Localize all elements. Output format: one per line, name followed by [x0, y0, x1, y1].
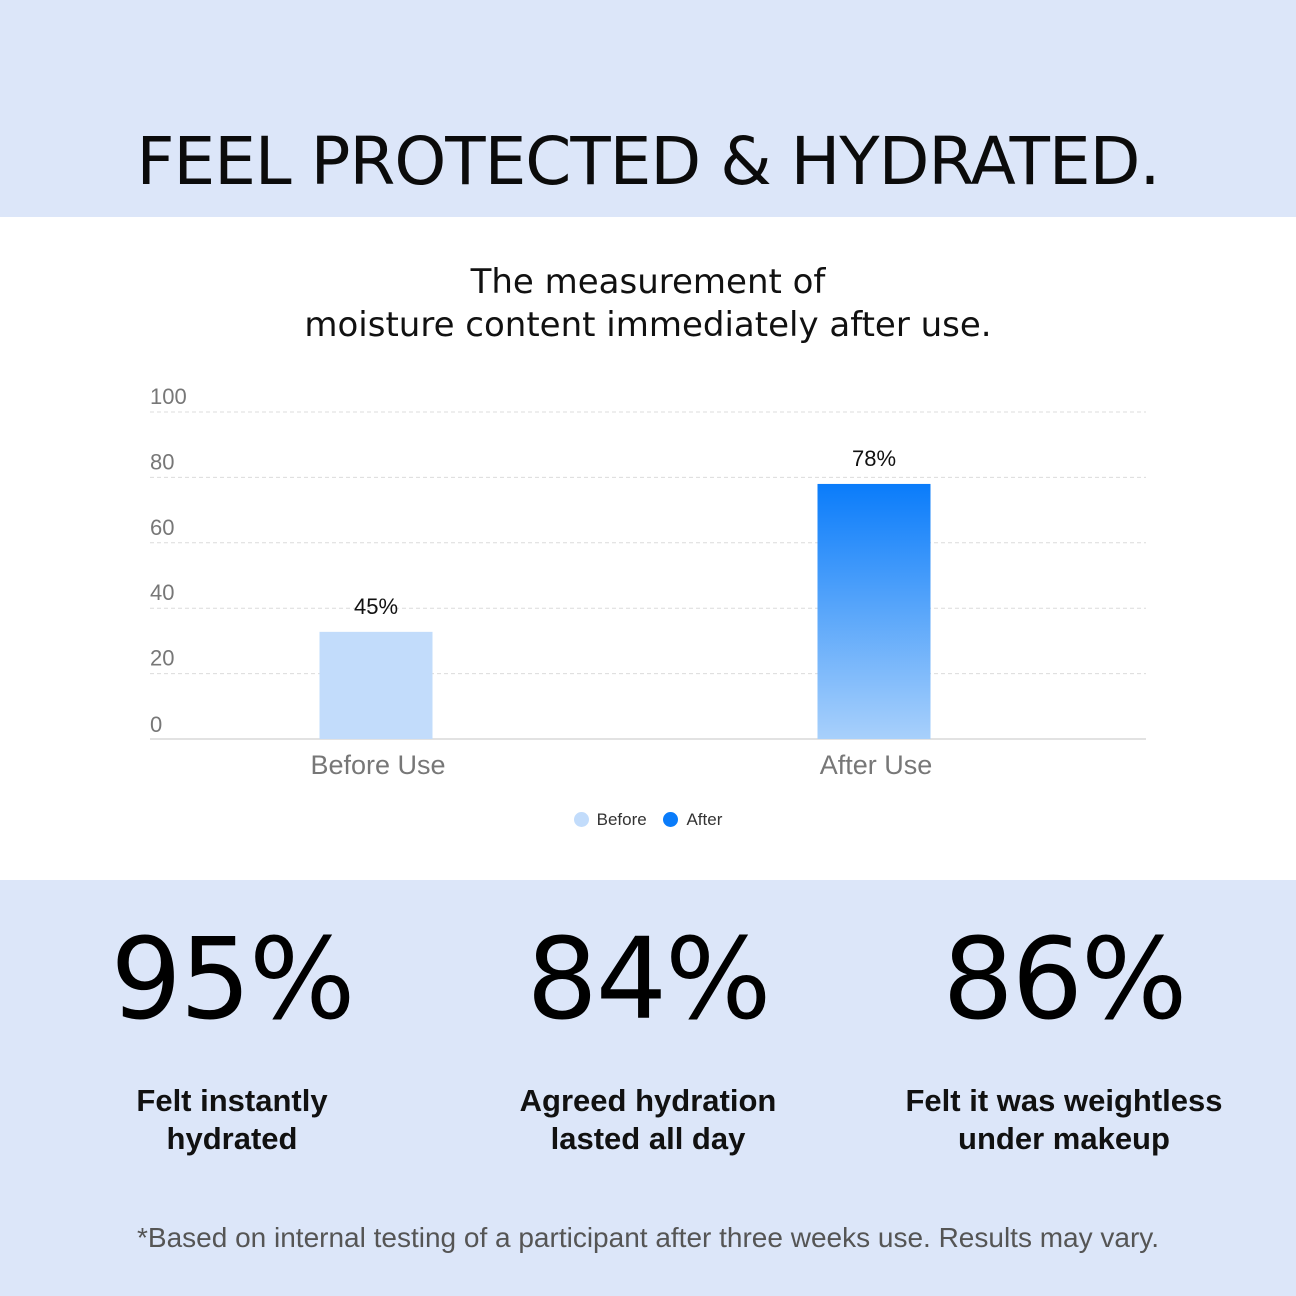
chart-title: The measurement of moisture content imme… — [0, 261, 1296, 347]
y-axis-ticks: 0 20 40 60 80 100 — [150, 384, 187, 737]
stat-label-line-1: Agreed hydration — [519, 1083, 777, 1118]
legend-label-before: Before — [596, 809, 647, 829]
legend-dot-after — [663, 811, 679, 827]
x-tick-label: After Use — [820, 750, 933, 780]
stat-label-line-2: lasted all day — [550, 1121, 746, 1156]
stats-band: 95% Felt instantly hydrated 84% Agreed h… — [0, 880, 1296, 1296]
stat-label: Agreed hydration lasted all day — [438, 1082, 858, 1158]
legend-item-after: After — [663, 810, 722, 830]
legend-label-after: After — [686, 809, 723, 829]
stat-label-line-1: Felt instantly — [136, 1083, 328, 1118]
y-tick-label: 0 — [150, 712, 162, 737]
stat-weightless: 86% Felt it was weightless under makeup — [854, 910, 1274, 1158]
value-label: 45% — [354, 594, 398, 619]
y-tick-label: 100 — [150, 384, 187, 409]
y-tick-label: 60 — [150, 515, 174, 540]
stat-instantly-hydrated: 95% Felt instantly hydrated — [22, 910, 442, 1158]
stat-value: 86% — [942, 915, 1188, 1045]
chart-legend: Before After — [0, 809, 1296, 830]
y-tick-label: 80 — [150, 449, 174, 474]
headline: FEEL PROTECTED & HYDRATED. — [136, 123, 1161, 200]
stat-label-line-1: Felt it was weightless — [905, 1083, 1223, 1118]
stat-label: Felt it was weightless under makeup — [854, 1082, 1274, 1158]
stat-label-line-2: hydrated — [166, 1121, 298, 1156]
stat-value: 95% — [110, 915, 356, 1045]
y-tick-label: 20 — [150, 646, 174, 671]
stat-label: Felt instantly hydrated — [22, 1082, 442, 1158]
header-band — [0, 0, 1296, 217]
value-labels: 45% 78% — [354, 446, 896, 619]
x-axis-ticks: Before Use After Use — [310, 750, 932, 780]
chart-title-line-1: The measurement of — [470, 262, 826, 302]
y-tick-label: 40 — [150, 580, 174, 605]
stat-lasted-all-day: 84% Agreed hydration lasted all day — [438, 910, 858, 1158]
stat-value: 84% — [526, 915, 772, 1045]
grid-lines — [150, 411, 1146, 740]
x-tick-label: Before Use — [310, 750, 445, 780]
bar-before-use — [319, 631, 433, 739]
footnote: *Based on internal testing of a particip… — [137, 1222, 1159, 1253]
stat-label-line-2: under makeup — [958, 1121, 1170, 1156]
legend-dot-before — [573, 811, 589, 827]
chart-panel: The measurement of moisture content imme… — [0, 217, 1296, 880]
value-label: 78% — [852, 446, 896, 471]
bar-after-use — [817, 483, 931, 739]
bars — [319, 483, 931, 739]
moisture-bar-chart: 0 20 40 60 80 100 45% 78% Before Use After Use — [150, 384, 1146, 780]
chart-title-line-2: moisture content immediately after use. — [304, 305, 992, 345]
legend-item-before: Before — [573, 809, 647, 830]
